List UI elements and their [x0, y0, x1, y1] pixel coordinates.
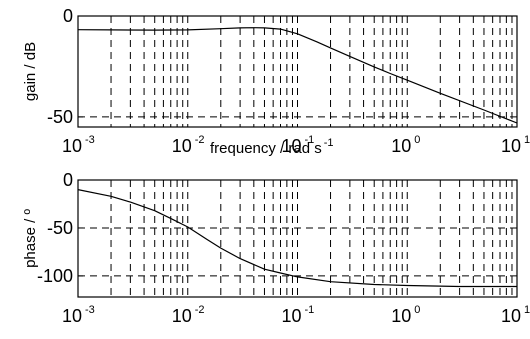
x-tick-label-base: 10: [172, 136, 192, 156]
x-tick-label-exponent: 0: [414, 304, 420, 316]
x-tick-label-exponent: -2: [195, 134, 205, 146]
y-axis-label: gain / dB: [22, 42, 39, 101]
x-tick-label-base: 10: [172, 306, 192, 326]
x-axis-label-exponent: -1: [324, 137, 334, 149]
plot-frame: [77, 179, 518, 298]
series-line: [77, 189, 517, 288]
series-line: [77, 27, 518, 124]
y-tick-label: -50: [47, 218, 73, 238]
plot-frame: [77, 15, 518, 128]
x-tick-label-base: 10: [281, 306, 301, 326]
x-tick-label-base: 10: [62, 136, 82, 156]
x-tick-label-exponent: -1: [305, 134, 315, 146]
y-axis-label: phase / º: [22, 209, 39, 268]
y-tick-label: -100: [37, 266, 73, 286]
x-tick-label-exponent: -2: [195, 304, 205, 316]
y-tick-label: 0: [63, 6, 73, 26]
x-tick-label-base: 10: [501, 136, 521, 156]
x-tick-label-exponent: 1: [524, 304, 530, 316]
x-tick-label-base: 10: [281, 136, 301, 156]
x-tick-label-base: 10: [62, 306, 82, 326]
x-tick-label-exponent: 1: [524, 134, 530, 146]
x-tick-label-base: 10: [391, 136, 411, 156]
x-axis-label: frequency / rad s: [210, 140, 322, 157]
x-tick-label-exponent: 0: [414, 134, 420, 146]
x-tick-label-exponent: -1: [305, 304, 315, 316]
x-tick-label-exponent: -3: [85, 134, 95, 146]
x-tick-label-base: 10: [501, 306, 521, 326]
y-tick-label: 0: [63, 170, 73, 190]
x-tick-label-base: 10: [391, 306, 411, 326]
x-tick-label-exponent: -3: [85, 304, 95, 316]
y-tick-label: -50: [47, 107, 73, 127]
